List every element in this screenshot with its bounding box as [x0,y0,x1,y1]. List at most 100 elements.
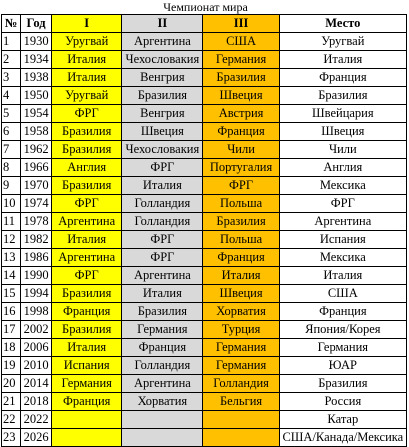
cell-second-place: Италия [121,176,204,195]
cell-third-place [202,410,280,429]
cell-third-place: США [202,32,280,51]
cell-num: 13 [0,248,22,267]
cell-num: 19 [0,356,22,375]
cell-num: 10 [0,194,22,213]
cell-num: 4 [0,86,22,105]
cell-year: 1970 [20,176,53,195]
cell-second-place: Голландия [121,194,204,213]
cell-first-place: Бразилия [51,320,123,339]
cell-host: Катар [278,410,408,429]
cell-second-place: Германия [121,320,204,339]
header-second-place: II [121,14,204,33]
table-row: 7 1962 Бразилия Чехословакия Чили Чили [0,140,408,159]
cell-host: США/Канада/Мексика [278,428,408,447]
cell-second-place: Голландия [121,356,204,375]
cell-second-place: ФРГ [121,230,204,249]
cell-first-place: Уругвай [51,86,123,105]
table-row: 8 1966 Англия ФРГ Португалия Англия [0,158,408,177]
cell-year: 1986 [20,248,53,267]
cell-year: 2022 [20,410,53,429]
cell-second-place: Швеция [121,122,204,141]
cell-num: 16 [0,302,22,321]
cell-first-place: Бразилия [51,176,123,195]
cell-host: Италия [278,266,408,285]
cell-first-place: ФРГ [51,266,123,285]
cell-third-place: Хорватия [202,302,280,321]
cell-host: Уругвай [278,32,408,51]
table-row: 5 1954 ФРГ Венгрия Австрия Швейцария [0,104,408,123]
table-row: 4 1950 Уругвай Бразилия Швеция Бразилия [0,86,408,105]
cell-num: 9 [0,176,22,195]
cell-second-place: Венгрия [121,68,204,87]
cell-year: 2002 [20,320,53,339]
cell-num: 14 [0,266,22,285]
cell-first-place: Франция [51,392,123,411]
cell-third-place: Бразилия [202,212,280,231]
cell-third-place: Германия [202,50,280,69]
cell-year: 2014 [20,374,53,393]
cell-year: 2006 [20,338,53,357]
table-row: 11 1978 Аргентина Голландия Бразилия Аргентин… [0,212,408,231]
cell-first-place: Аргентина [51,212,123,231]
table-row: 10 1974 ФРГ Голландия Польша ФРГ [0,194,408,213]
cell-first-place: Италия [51,338,123,357]
cell-year: 1958 [20,122,53,141]
cell-host: Чили [278,140,408,159]
cell-third-place: Чили [202,140,280,159]
cell-host: Мексика [278,176,408,195]
cell-third-place: Польша [202,194,280,213]
cell-year: 1966 [20,158,53,177]
cell-third-place: ФРГ [202,176,280,195]
cell-host: ЮАР [278,356,408,375]
table-row: 17 2002 Бразилия Германия Турция Япония/Корея [0,320,408,339]
table-row: 14 1990 ФРГ Аргентина Италия Италия [0,266,408,285]
cell-second-place: Франция [121,338,204,357]
cell-year: 1954 [20,104,53,123]
cell-host: США [278,284,408,303]
cell-third-place: Австрия [202,104,280,123]
cell-host: Франция [278,68,408,87]
table-row: 3 1938 Италия Венгрия Бразилия Франция [0,68,408,87]
cell-first-place: ФРГ [51,194,123,213]
cell-third-place: Швеция [202,284,280,303]
cell-first-place: Бразилия [51,284,123,303]
cell-third-place [202,428,280,447]
header-host: Место [278,14,408,33]
cell-third-place: Франция [202,248,280,267]
cell-first-place [51,428,123,447]
cell-year: 2026 [20,428,53,447]
table-row: 9 1970 Бразилия Италия ФРГ Мексика [0,176,408,195]
cell-num: 22 [0,410,22,429]
cell-third-place: Португалия [202,158,280,177]
cell-num: 5 [0,104,22,123]
world-cup-table: № Год I II III Место 1 1930 Уругвай Аргенти… [0,14,408,447]
cell-num: 8 [0,158,22,177]
table-row: 21 2018 Франция Хорватия Бельгия Россия [0,392,408,411]
header-year: Год [20,14,53,33]
table-title: Чемпионат мира [163,0,248,14]
cell-third-place: Голландия [202,374,280,393]
cell-host: Италия [278,50,408,69]
cell-num: 7 [0,140,22,159]
cell-host: Швейцария [278,104,408,123]
cell-host: ФРГ [278,194,408,213]
cell-first-place: Уругвай [51,32,123,51]
cell-host: Бразилия [278,86,408,105]
cell-third-place: Франция [202,122,280,141]
cell-first-place: Англия [51,158,123,177]
table-row: 13 1986 Аргентина ФРГ Франция Мексика [0,248,408,267]
cell-num: 12 [0,230,22,249]
cell-third-place: Италия [202,266,280,285]
cell-first-place: Франция [51,302,123,321]
cell-first-place: Аргентина [51,248,123,267]
table-row: 20 2014 Германия Аргентина Голландия Бразилия [0,374,408,393]
cell-second-place: ФРГ [121,158,204,177]
cell-host: Швеция [278,122,408,141]
cell-second-place: Бразилия [121,302,204,321]
cell-num: 23 [0,428,22,447]
cell-year: 1934 [20,50,53,69]
cell-year: 2010 [20,356,53,375]
cell-second-place: Голландия [121,212,204,231]
cell-year: 1978 [20,212,53,231]
cell-first-place [51,410,123,429]
